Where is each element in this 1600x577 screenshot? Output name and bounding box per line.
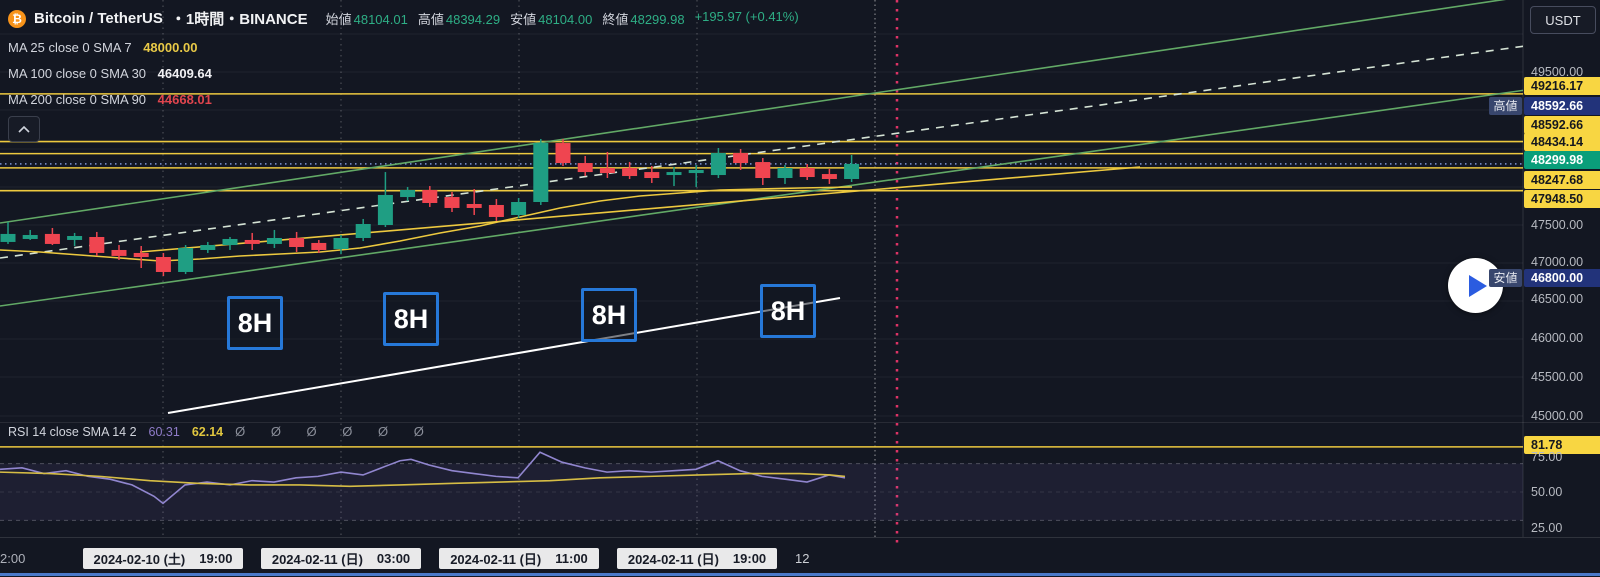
high-value: 48394.29 (445, 12, 501, 27)
bottom-divider (0, 573, 1600, 576)
price-axis-label: 81.78 (1524, 436, 1600, 454)
currency-toggle-button[interactable]: USDT (1530, 6, 1596, 34)
price-marker-tag: 高値 (1489, 97, 1522, 115)
price-axis-label: 46800.00 安値 (1489, 269, 1600, 287)
8h-text-label[interactable]: 8H (760, 284, 816, 338)
ma100-label: MA 100 close 0 SMA 30 (8, 66, 147, 81)
price-axis-label: 25.00 (1531, 521, 1563, 535)
price-axis-label: 46500.00 (1531, 292, 1584, 306)
price-axis-label: 47948.50 (1524, 190, 1600, 208)
rsi-legend[interactable]: RSI 14 close SMA 14 2 60.31 62.14 Ø Ø Ø … (8, 424, 435, 439)
price-axis-label: 50.00 (1531, 485, 1563, 499)
ma200-value: 44668.01 (157, 92, 212, 107)
indicator-legend-ma25[interactable]: MA 25 close 0 SMA 7 48000.00 (8, 40, 197, 55)
8h-text-label[interactable]: 8H (581, 288, 637, 342)
date-label: 2024-02-11 (日) 11:00 (439, 548, 599, 569)
bitcoin-icon: ₿ (8, 9, 26, 28)
price-axis-label: 47500.00 (1531, 218, 1584, 232)
rsi-empty-values: Ø Ø Ø Ø Ø Ø (235, 424, 435, 439)
time-axis-label: 12 (795, 551, 810, 566)
ma100-value: 46409.64 (157, 66, 212, 81)
price-axis-label: 48299.98 (1524, 151, 1600, 169)
high-label: 高値 (417, 12, 444, 27)
rsi-label: RSI 14 close SMA 14 2 (8, 424, 137, 439)
play-icon (1469, 274, 1487, 297)
price-axis-label: 49500.00 (1531, 65, 1584, 79)
price-axis-label: 48592.66 高値 (1489, 97, 1600, 115)
ohlc-readout: 始値 48104.01 高値 48394.29 安値 48104.00 終値 48299… (326, 9, 799, 28)
price-axis-label: 46000.00 (1531, 331, 1584, 345)
indicator-legend-ma100[interactable]: MA 100 close 0 SMA 30 46409.64 (8, 66, 212, 81)
rsi-sma-value: 62.14 (191, 424, 224, 439)
ma200-label: MA 200 close 0 SMA 90 (8, 92, 147, 107)
price-axis-label: 45500.00 (1531, 370, 1584, 384)
collapse-legend-button[interactable] (8, 116, 40, 142)
price-axis-label: 75.00 (1531, 450, 1563, 464)
close-label: 終値 (602, 12, 629, 27)
indicator-legend-ma200[interactable]: MA 200 close 0 SMA 90 44668.01 (8, 92, 212, 107)
price-axis-label: 47000.00 (1531, 255, 1584, 269)
ma25-value: 48000.00 (143, 40, 198, 55)
price-axis-label: 48247.68 (1524, 171, 1600, 189)
time-axis-label: 2:00 (0, 551, 26, 566)
open-label: 始値 (325, 12, 352, 27)
open-value: 48104.01 (353, 12, 408, 27)
date-label: 2024-02-10 (土) 19:00 (83, 548, 243, 569)
low-value: 48104.00 (538, 12, 593, 27)
symbol-meta: ・1時間・BINANCE (170, 11, 308, 28)
symbol-header[interactable]: ₿ Bitcoin / TetherUS ・1時間・BINANCE 始値 4810… (8, 8, 799, 29)
rsi-value: 60.31 (148, 424, 180, 439)
symbol-title: Bitcoin / TetherUS (34, 10, 163, 27)
change-value: +195.97 (+0.41%) (694, 9, 799, 24)
price-axis-label: 45000.00 (1531, 409, 1584, 423)
chevron-up-icon (18, 125, 30, 133)
price-axis-label: 48592.66 (1524, 116, 1600, 134)
8h-text-label[interactable]: 8H (227, 296, 283, 350)
price-axis-label: 48434.14 (1524, 133, 1600, 151)
price-axis-label: 49216.17 (1524, 77, 1600, 95)
ma25-label: MA 25 close 0 SMA 7 (8, 40, 132, 55)
close-value: 48299.98 (630, 12, 685, 27)
low-label: 安値 (510, 12, 537, 27)
8h-text-label[interactable]: 8H (383, 292, 439, 346)
price-marker-tag: 安値 (1489, 269, 1522, 287)
date-label: 2024-02-11 (日) 19:00 (617, 548, 777, 569)
date-label: 2024-02-11 (日) 03:00 (261, 548, 421, 569)
